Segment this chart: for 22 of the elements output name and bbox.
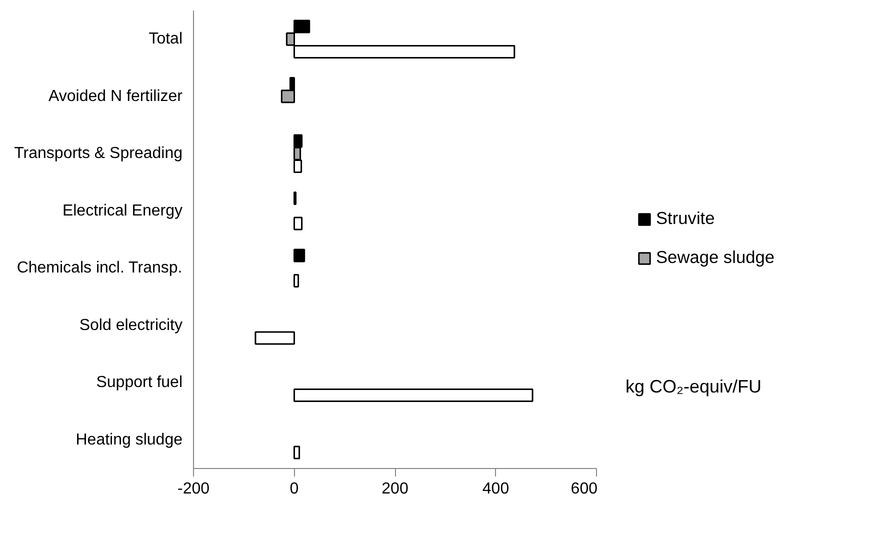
y-tick-label: Chemicals incl. Transp. (16, 260, 182, 277)
y-tick-label: Avoided N fertilizer (48, 88, 184, 105)
bar (294, 248, 306, 262)
bar (294, 216, 303, 230)
x-tick-label: 400 (482, 480, 510, 498)
x-tick-label: 0 (290, 480, 299, 498)
bar (254, 331, 295, 345)
x-tick-label: -200 (177, 480, 210, 498)
y-tick-label: Transports & Spreading (14, 145, 183, 162)
y-tick-label: Total (148, 30, 182, 48)
bar (294, 388, 534, 402)
y-tick-label: Sold electricity (79, 316, 183, 334)
y-tick-label: Heating sludge (76, 431, 183, 448)
bar (294, 274, 300, 288)
bar (294, 446, 300, 460)
y-tick-label: Electrical Energy (62, 202, 182, 220)
legend-label: Struvite (656, 208, 715, 229)
legend-label: Sewage sludge (656, 247, 774, 268)
text: kg CO₂-equiv/FU (626, 376, 762, 396)
x-tick-label: 200 (382, 480, 408, 498)
x-tick-label: 600 (570, 480, 598, 498)
y-tick-label: Support fuel (96, 374, 182, 392)
